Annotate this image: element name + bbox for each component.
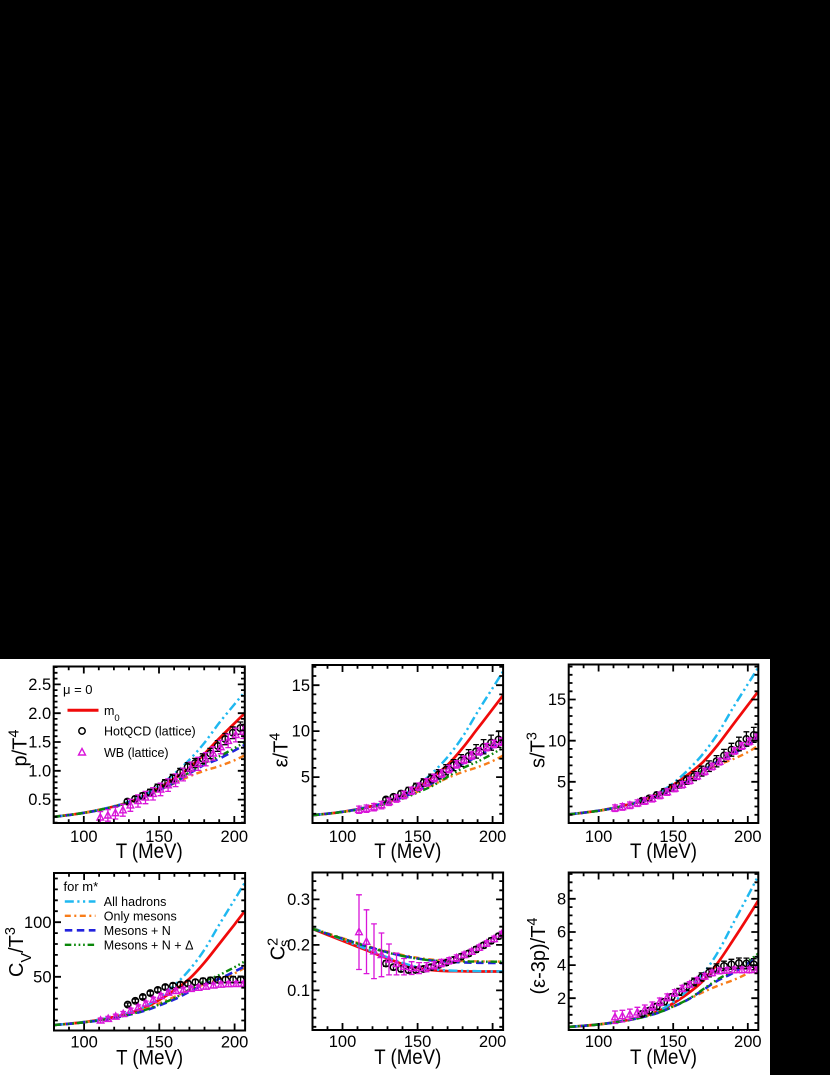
svg-text:1.0: 1.0 — [28, 762, 51, 780]
svg-text:T (MeV): T (MeV) — [116, 1046, 183, 1070]
svg-text:6: 6 — [557, 924, 566, 942]
svg-text:T (MeV): T (MeV) — [116, 839, 183, 863]
svg-text:8: 8 — [557, 890, 566, 908]
svg-text:0.3: 0.3 — [287, 891, 310, 909]
svg-text:4: 4 — [557, 957, 566, 975]
svg-text:for m*: for m* — [64, 879, 99, 894]
svg-text:HotQCD (lattice): HotQCD (lattice) — [104, 725, 196, 739]
svg-text:0.1: 0.1 — [287, 982, 310, 1000]
svg-text:150: 150 — [145, 828, 173, 846]
svg-text:15: 15 — [548, 691, 566, 709]
svg-text:200: 200 — [734, 1033, 762, 1051]
svg-text:μ = 0: μ = 0 — [63, 682, 93, 697]
svg-text:200: 200 — [221, 828, 249, 846]
svg-text:5: 5 — [301, 769, 310, 787]
svg-text:200: 200 — [221, 1034, 249, 1052]
svg-text:150: 150 — [146, 1034, 174, 1052]
svg-text:2.0: 2.0 — [28, 705, 51, 723]
svg-text:50: 50 — [33, 968, 51, 986]
svg-text:100: 100 — [70, 1034, 98, 1052]
svg-text:1.5: 1.5 — [28, 734, 51, 752]
svg-text:5: 5 — [557, 773, 566, 791]
svg-text:2.5: 2.5 — [28, 676, 51, 694]
svg-text:0.5: 0.5 — [28, 791, 51, 809]
svg-text:T (MeV): T (MeV) — [630, 839, 697, 863]
svg-text:0.2: 0.2 — [287, 937, 310, 955]
svg-text:100: 100 — [585, 828, 613, 846]
svg-text:C2s: C2s — [266, 938, 294, 961]
svg-text:150: 150 — [404, 828, 432, 846]
svg-text:15: 15 — [292, 677, 310, 695]
svg-text:150: 150 — [659, 828, 687, 846]
svg-text:150: 150 — [404, 1033, 432, 1051]
svg-text:WB (lattice): WB (lattice) — [104, 746, 169, 760]
svg-text:100: 100 — [329, 1033, 357, 1051]
svg-text:T (MeV): T (MeV) — [374, 1045, 441, 1069]
svg-text:100: 100 — [70, 828, 98, 846]
svg-text:Mesons + N: Mesons + N — [104, 924, 171, 938]
svg-text:10: 10 — [292, 723, 310, 741]
svg-text:150: 150 — [659, 1033, 687, 1051]
svg-text:10: 10 — [548, 732, 566, 750]
svg-text:Mesons + N + Δ: Mesons + N + Δ — [104, 938, 194, 952]
svg-text:100: 100 — [585, 1033, 613, 1051]
svg-text:Only mesons: Only mesons — [104, 909, 177, 923]
svg-text:T (MeV): T (MeV) — [374, 839, 441, 863]
svg-text:100: 100 — [329, 828, 357, 846]
svg-text:2: 2 — [557, 990, 566, 1008]
svg-text:T (MeV): T (MeV) — [630, 1045, 697, 1069]
svg-text:200: 200 — [734, 828, 762, 846]
svg-text:100: 100 — [24, 914, 52, 932]
svg-text:200: 200 — [479, 828, 507, 846]
svg-text:All hadrons: All hadrons — [104, 895, 167, 909]
svg-text:(ε-3p)/T4: (ε-3p)/T4 — [525, 918, 550, 995]
svg-text:200: 200 — [479, 1033, 507, 1051]
